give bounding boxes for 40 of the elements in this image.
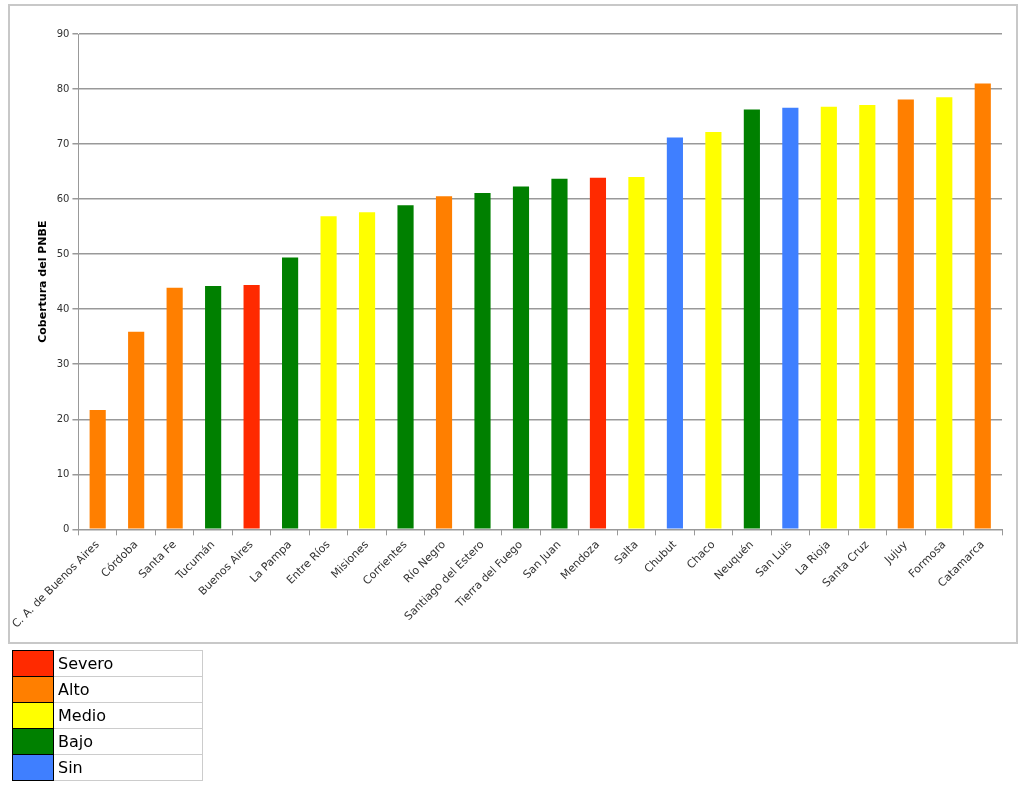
bar (666, 137, 683, 529)
bar (435, 196, 453, 529)
bar (859, 105, 876, 529)
bar (205, 286, 222, 529)
bar (820, 106, 837, 529)
bar (358, 212, 376, 529)
bar (243, 284, 260, 529)
y-tick-label: 40 (56, 302, 70, 314)
bar (89, 409, 106, 529)
bar (512, 186, 530, 529)
y-tick-label: 70 (56, 137, 70, 149)
bar (551, 178, 568, 529)
y-tick-label: 10 (56, 467, 70, 479)
bar (936, 97, 953, 529)
bar (397, 205, 414, 529)
bar (628, 177, 645, 529)
y-tick-label: 20 (56, 412, 70, 424)
legend-label: Bajo (53, 728, 203, 755)
bar (589, 177, 607, 529)
legend-label: Severo (53, 650, 203, 677)
y-tick-label: 50 (56, 247, 70, 259)
bar (320, 216, 337, 529)
y-tick-label: 30 (56, 357, 70, 369)
bar (128, 331, 145, 529)
bar (743, 109, 760, 529)
bar (782, 107, 799, 529)
bar (897, 99, 914, 529)
y-tick-label: 0 (63, 522, 70, 534)
y-axis-title: Cobertura del PNBE (35, 220, 49, 343)
legend-label: Medio (53, 702, 203, 729)
bar (282, 257, 299, 529)
y-tick-label: 60 (56, 192, 70, 204)
bar (974, 83, 991, 529)
bar (474, 193, 491, 529)
bar (166, 287, 183, 529)
legend-label: Alto (53, 676, 203, 703)
legend-label: Sin (53, 754, 203, 781)
y-tick-label: 80 (56, 82, 70, 94)
y-tick-label: 90 (56, 27, 70, 39)
bar (705, 131, 722, 529)
